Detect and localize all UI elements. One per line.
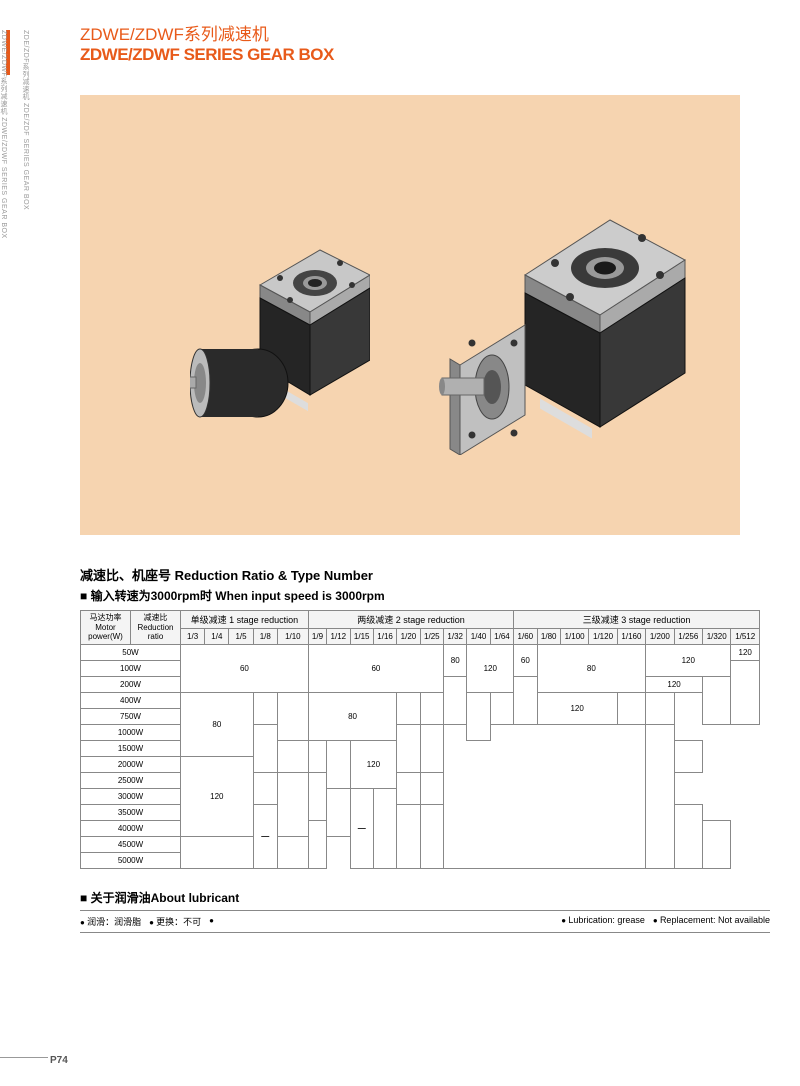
page-num-line (0, 1057, 48, 1058)
page-title-cn: ZDWE/ZDWF系列减速机 (80, 20, 770, 45)
lub-item: Replacement: Not available (653, 915, 770, 928)
table-ratio-row: 1/31/41/51/81/10 1/91/121/151/161/201/25… (81, 629, 760, 645)
page-number: P74 (50, 1055, 68, 1066)
table-header-power: 马达功率 Motor power(W) (81, 611, 131, 645)
lubricant-title: 关于润滑油About lubricant (80, 889, 770, 906)
table-header-stage2: 两级减速 2 stage reduction (308, 611, 513, 629)
table-row: 50W 60 60 80 120 60 80 120 120 (81, 645, 760, 661)
page-title-en: ZDWE/ZDWF SERIES GEAR BOX (80, 45, 770, 65)
side-tabs: ZDE/ZDF系列减速机 ZDE/ZDF SERIES GEAR BOX ZDW… (10, 30, 30, 239)
table-header-stage1: 单级减速 1 stage reduction (181, 611, 309, 629)
gearbox-illustration-large (430, 205, 690, 455)
catalog-page: ZDE/ZDF系列减速机 ZDE/ZDF SERIES GEAR BOX ZDW… (0, 0, 800, 1086)
lub-item: 更换：不可 (149, 915, 201, 928)
table-header-ratio: 减速比 Reduction ratio (131, 611, 181, 645)
lubricant-row: 润滑：润滑脂 更换：不可 Lubrication: grease Replace… (80, 910, 770, 933)
table-row: 400W 80 80 120 (81, 693, 760, 709)
gearbox-illustration-small (190, 235, 370, 425)
lub-item: Lubrication: grease (561, 915, 645, 928)
ratio-section-title: 减速比、机座号 Reduction Ratio & Type Number (80, 565, 770, 584)
table-header-stage3: 三级减速 3 stage reduction (514, 611, 760, 629)
ratio-section-subtitle: 输入转速为3000rpm时 When input speed is 3000rp… (80, 587, 770, 604)
product-hero (80, 95, 740, 535)
side-tab: ZDE/ZDF系列减速机 ZDE/ZDF SERIES GEAR BOX (20, 30, 30, 239)
side-tab: ZDWE/ZDWF系列减速机 ZDWE/ZDWF SERIES GEAR BOX (0, 30, 8, 239)
lub-item: 润滑：润滑脂 (80, 915, 141, 928)
lubricant-section: 关于润滑油About lubricant 润滑：润滑脂 更换：不可 Lubric… (80, 889, 770, 933)
ratio-table: 马达功率 Motor power(W) 减速比 Reduction ratio … (80, 610, 760, 869)
